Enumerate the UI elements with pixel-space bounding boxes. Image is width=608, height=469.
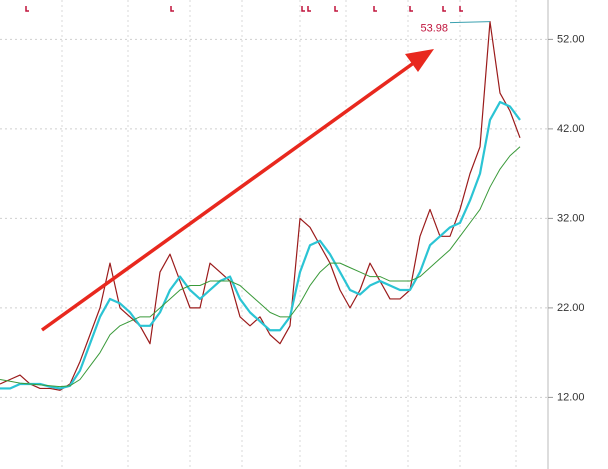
price-line: [0, 100, 521, 390]
arrow-shaft: [40, 60, 417, 332]
y-tick-label: 12.00: [557, 391, 585, 403]
event-marker: [459, 6, 463, 12]
peak-leader: [449, 21, 491, 24]
price-line: [0, 146, 521, 388]
event-marker: [409, 6, 413, 12]
event-marker: [334, 6, 338, 12]
y-tick-label: 32.00: [557, 212, 585, 224]
plot: [0, 21, 548, 398]
event-markers: [25, 6, 463, 12]
peak-label: 53.98: [420, 23, 448, 35]
event-marker: [442, 6, 446, 12]
event-marker: [307, 6, 311, 12]
event-marker: [25, 6, 29, 12]
trend-arrow: [40, 49, 434, 332]
event-marker: [301, 6, 305, 12]
y-tick-label: 22.00: [557, 302, 585, 314]
y-tick-label: 52.00: [557, 33, 585, 45]
price-line: [0, 21, 521, 391]
event-marker: [170, 6, 174, 12]
arrow-head: [405, 49, 434, 72]
y-tick-label: 42.00: [557, 123, 585, 135]
event-marker: [373, 6, 377, 12]
vertical-grid: [61, 0, 517, 469]
